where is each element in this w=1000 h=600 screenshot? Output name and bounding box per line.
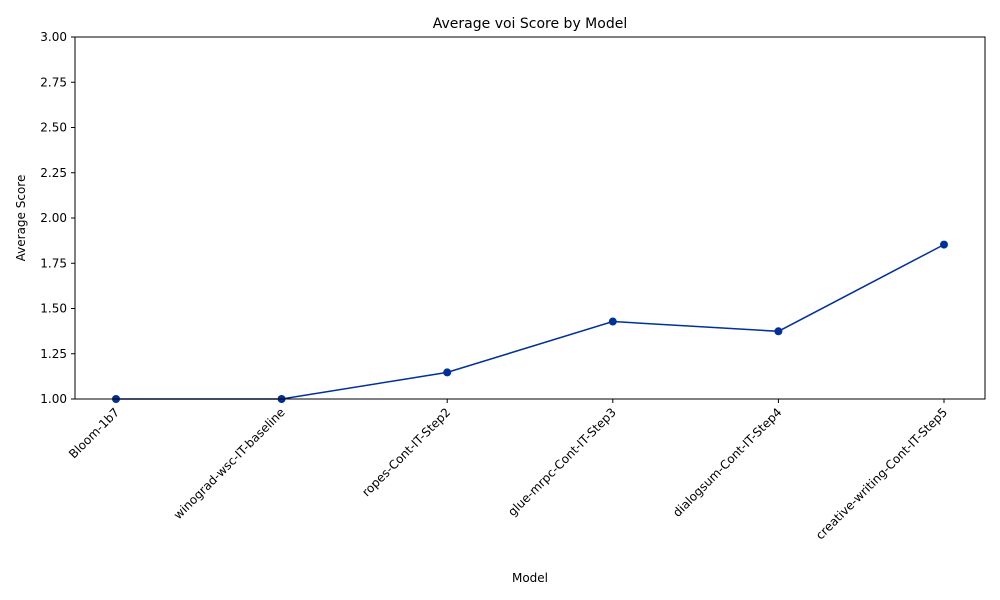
data-point bbox=[940, 240, 948, 249]
y-tick-label: 1.00 bbox=[40, 392, 67, 406]
x-axis-label: Model bbox=[512, 571, 548, 585]
y-axis: 1.00 1.25 1.50 1.75 2.00 2.25 2.50 2.75 3.00 bbox=[40, 30, 75, 406]
x-tick-label: Bloom-1b7 bbox=[66, 405, 122, 461]
y-axis-label: Average Score bbox=[14, 175, 28, 262]
y-tick-label: 1.75 bbox=[40, 256, 67, 270]
plot-frame bbox=[74, 36, 986, 400]
x-tick-label: ropes-Cont-IT-Step2 bbox=[359, 405, 453, 499]
data-point bbox=[608, 317, 617, 326]
chart-title: Average voi Score by Model bbox=[433, 16, 627, 32]
y-tick-label: 3.00 bbox=[40, 30, 67, 44]
x-tick-label: winograd-wsc-IT-baseline bbox=[171, 405, 288, 522]
data-point bbox=[774, 327, 783, 336]
x-tick-label: dialogsum-Cont-IT-Step4 bbox=[670, 405, 784, 519]
data-point bbox=[443, 368, 452, 377]
y-tick-label: 2.00 bbox=[40, 211, 67, 225]
y-tick-label: 2.25 bbox=[40, 166, 67, 180]
y-tick-label: 2.75 bbox=[40, 75, 67, 89]
x-tick-label: creative-writing-Cont-IT-Step5 bbox=[813, 405, 950, 542]
y-tick-label: 1.25 bbox=[40, 347, 67, 361]
y-tick-label: 1.50 bbox=[40, 302, 67, 316]
x-axis: Bloom-1b7 winograd-wsc-IT-baseline ropes-C… bbox=[66, 399, 950, 542]
series-line bbox=[112, 240, 948, 403]
x-tick-label: glue-mrpc-Cont-IT-Step3 bbox=[505, 405, 619, 519]
y-tick-label: 2.50 bbox=[40, 121, 67, 135]
series-polyline bbox=[116, 243, 945, 400]
